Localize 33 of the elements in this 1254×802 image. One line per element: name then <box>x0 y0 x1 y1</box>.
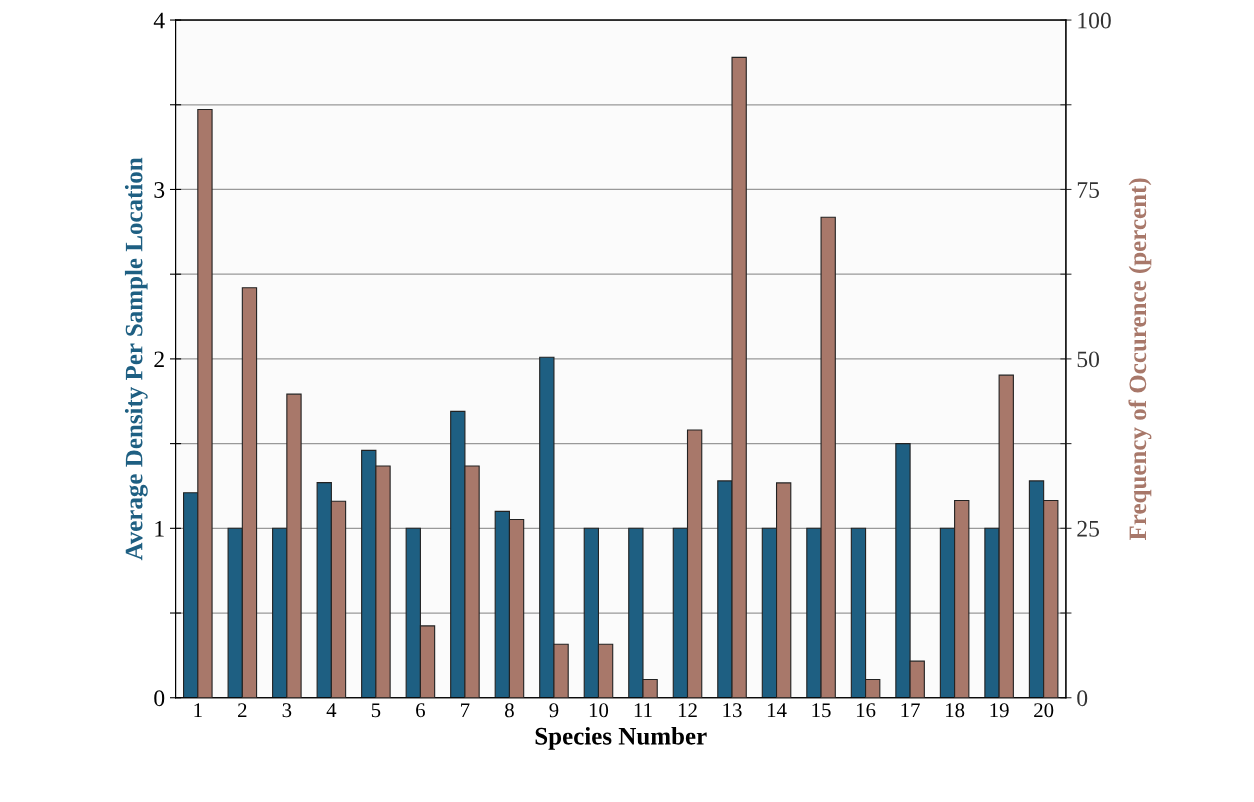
x-tick-label: 15 <box>812 703 831 718</box>
x-tick-label: 2 <box>238 703 247 718</box>
y2-tick-label: 25 <box>1077 520 1100 537</box>
y2-tick-label: 0 <box>1077 690 1088 707</box>
y2-tick-label: 100 <box>1078 12 1111 29</box>
y-tick-label: 4 <box>153 12 165 29</box>
x-tick-label: 3 <box>282 703 292 718</box>
x-tick-label: 4 <box>326 703 337 718</box>
y2-axis-title: Frequency of Occurence (percent) <box>1128 178 1152 541</box>
y-tick-label: 0 <box>154 690 165 707</box>
x-axis-title: Species Number <box>535 727 707 750</box>
x-tick-label: 13 <box>723 703 742 718</box>
y-tick-label: 3 <box>154 182 165 198</box>
x-tick-label: 5 <box>371 703 381 718</box>
x-tick-label: 17 <box>901 703 920 718</box>
x-tick-label: 9 <box>549 703 559 718</box>
y2-tick-label: 50 <box>1077 351 1100 368</box>
x-tick-label: 7 <box>461 703 470 718</box>
x-tick-label: 10 <box>589 703 609 718</box>
y2-tick-label: 75 <box>1077 182 1100 198</box>
x-tick-label: 19 <box>990 703 1009 718</box>
x-tick-label: 14 <box>767 703 787 718</box>
y-tick-label: 2 <box>154 351 164 368</box>
x-tick-label: 1 <box>194 703 202 718</box>
x-tick-label: 20 <box>1034 703 1054 718</box>
x-tick-label: 8 <box>505 703 514 718</box>
y-tick-label: 1 <box>155 520 164 537</box>
x-tick-label: 12 <box>678 703 697 718</box>
x-tick-label: 6 <box>416 703 425 718</box>
y-axis-title: Average Density Per Sample Location <box>124 157 148 561</box>
x-tick-label: 16 <box>856 703 876 718</box>
x-tick-label: 18 <box>946 703 965 718</box>
x-tick-label: 11 <box>634 703 652 718</box>
